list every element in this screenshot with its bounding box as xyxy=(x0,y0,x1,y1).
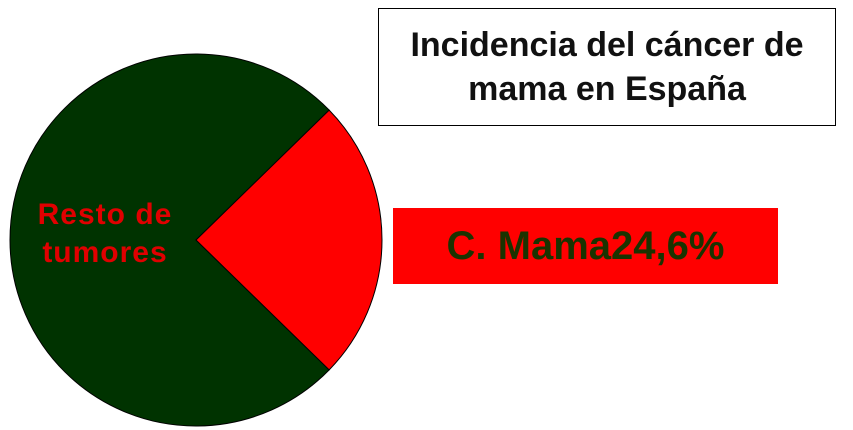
slice-label: Resto de tumores xyxy=(37,198,173,269)
value-label: 24,6% xyxy=(611,223,725,268)
pie-slice xyxy=(9,53,330,427)
slice-label: C. Mama xyxy=(446,223,612,268)
chart-title: Incidencia del cáncer de mama en España xyxy=(410,26,804,108)
title-box: Incidencia del cáncer de mama en España xyxy=(378,8,836,126)
slice-label-box: C. Mama 24,6% xyxy=(393,208,778,284)
pie-slice xyxy=(195,109,383,371)
